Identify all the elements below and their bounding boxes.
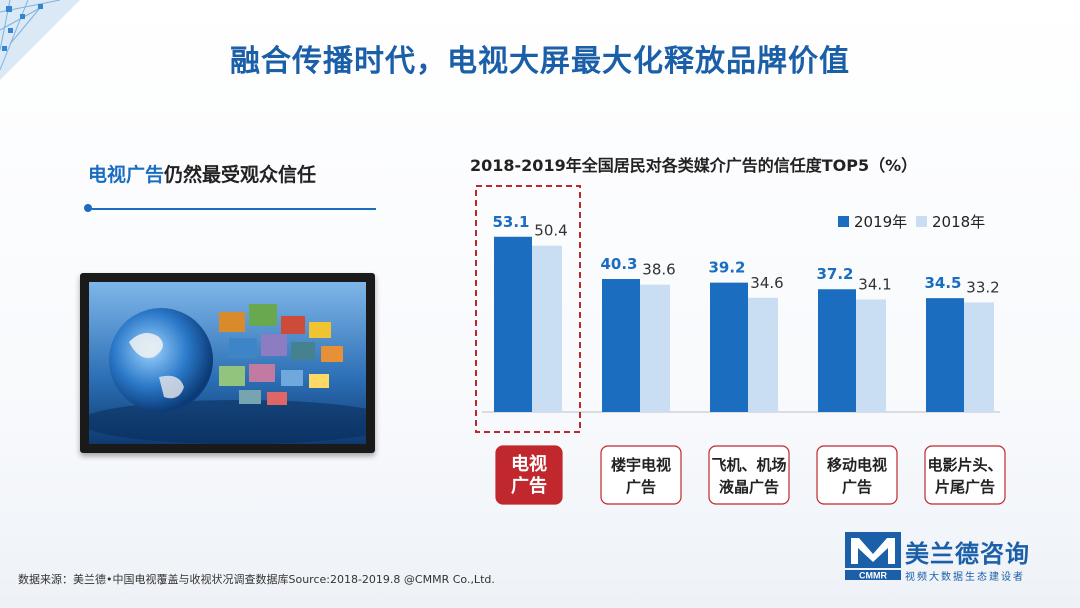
data-label-2019-3: 39.2 [708,259,745,277]
bar-2019-1 [494,236,532,412]
legend-label-2018: 2018年 [932,213,985,231]
data-label-2018-4: 34.1 [858,275,891,293]
tv-screen [89,282,366,444]
cmmr-logo: CMMR [845,532,901,580]
brand-name: 美兰德咨询 [905,540,1030,568]
subheading-divider [88,208,376,210]
category-label-4-line-2: 广告 [842,478,872,496]
data-label-2019-4: 37.2 [816,265,853,283]
category-label-box-3 [708,445,790,505]
category-label-3-line-2: 液晶广告 [719,478,779,496]
data-label-2018-5: 33.2 [966,278,999,296]
left-subheading: 电视广告仍然最受观众信任 [88,160,316,187]
globe-media-image [89,282,366,444]
data-label-2018-2: 38.6 [642,261,675,279]
corner-network-decoration [0,0,80,80]
category-label-2-line-2: 广告 [626,478,656,496]
category-label-1-line-2: 广告 [511,475,547,497]
bar-2019-2 [602,279,640,412]
category-label-5-line-1: 电影片头、 [927,456,1002,474]
subheading-rest: 仍然最受观众信任 [164,164,317,186]
data-label-2018-3: 34.6 [750,274,783,292]
brand-block: CMMR 美兰德咨询 视频大数据生态建设者 [845,532,1060,584]
category-label-1-line-1: 电视 [511,453,547,475]
category-label-3-line-1: 飞机、机场 [711,456,786,474]
divider-dot [84,204,92,212]
category-label-5-line-2: 片尾广告 [935,478,995,496]
brand-tagline: 视频大数据生态建设者 [905,572,1025,583]
logo-letters: CMMR [859,571,887,581]
category-label-box-2 [600,445,682,505]
bar-2019-4 [818,289,856,412]
legend-swatch-2018 [916,216,927,227]
bar-2019-3 [710,282,748,412]
bar-2019-5 [926,298,964,412]
data-label-2019-5: 34.5 [924,274,961,292]
highlight-box [475,185,581,433]
source-note: 数据来源：美兰德•中国电视覆盖与收视状况调查数据库Source:2018-201… [18,573,495,586]
category-label-box-1 [495,445,563,505]
category-label-2-line-1: 楼宇电视 [611,456,671,474]
category-label-box-4 [816,445,898,505]
data-label-2018-1: 50.4 [534,222,567,240]
category-label-4-line-1: 移动电视 [827,456,887,474]
chart-title: 2018-2019年全国居民对各类媒介广告的信任度TOP5（%） [470,156,918,175]
category-label-box-5 [924,445,1006,505]
legend-label-2019: 2019年 [854,213,907,231]
subheading-accent: 电视广告 [88,164,165,186]
page-title: 融合传播时代，电视大屏最大化释放品牌价值 [230,44,850,79]
tv-illustration [80,273,375,453]
data-label-2019-2: 40.3 [600,255,637,273]
data-label-2019-1: 53.1 [492,213,529,231]
legend-swatch-2019 [838,216,849,227]
